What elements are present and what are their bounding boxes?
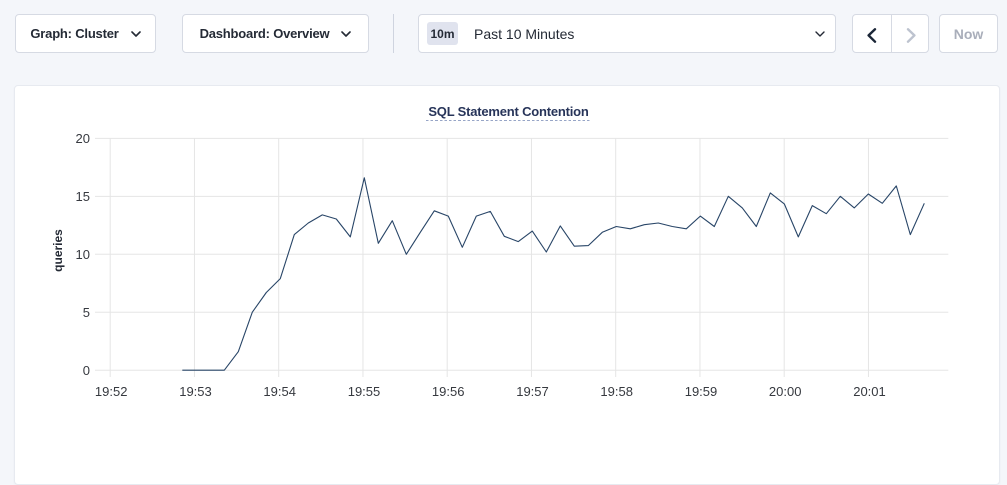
svg-text:20: 20	[76, 131, 90, 146]
svg-text:19:54: 19:54	[263, 384, 296, 399]
svg-text:20:00: 20:00	[769, 384, 802, 399]
svg-text:20:01: 20:01	[853, 384, 886, 399]
svg-text:19:56: 19:56	[432, 384, 465, 399]
svg-text:queries: queries	[51, 229, 65, 272]
svg-text:19:52: 19:52	[95, 384, 128, 399]
svg-text:15: 15	[76, 189, 90, 204]
svg-text:19:55: 19:55	[348, 384, 381, 399]
svg-text:19:53: 19:53	[179, 384, 212, 399]
svg-text:5: 5	[83, 305, 90, 320]
svg-text:19:58: 19:58	[600, 384, 633, 399]
svg-text:0: 0	[83, 363, 90, 378]
svg-text:19:57: 19:57	[516, 384, 549, 399]
svg-text:10: 10	[76, 247, 90, 262]
svg-text:19:59: 19:59	[685, 384, 718, 399]
